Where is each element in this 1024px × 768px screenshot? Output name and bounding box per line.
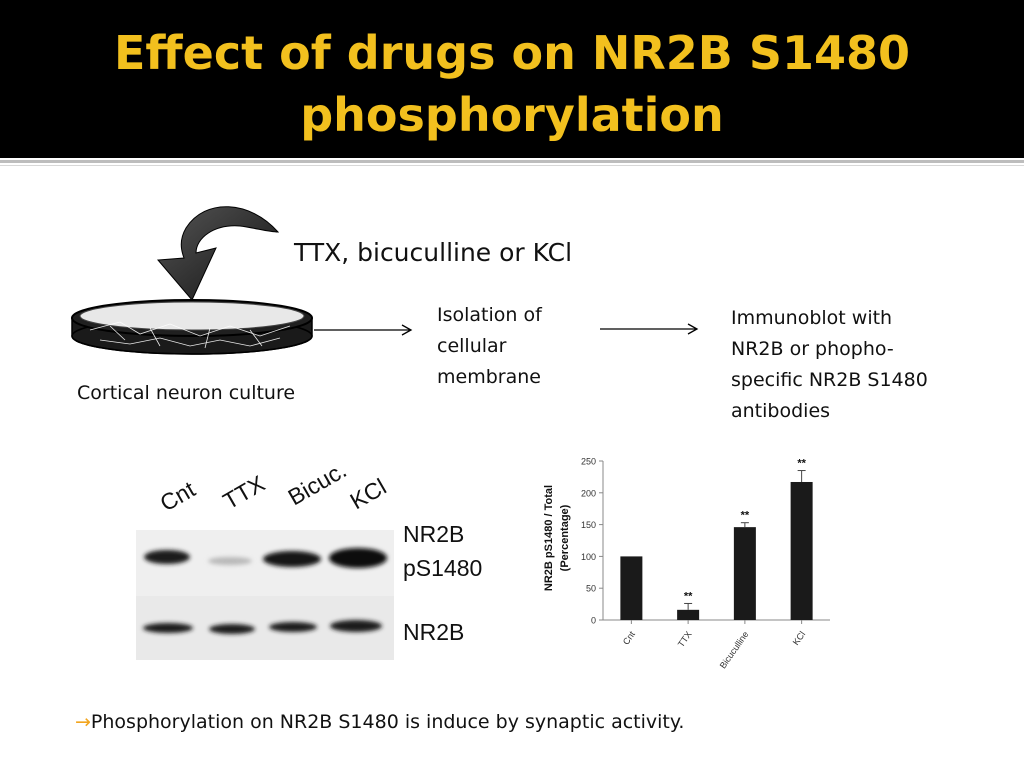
immunoblot-step: Immunoblot with NR2B or phopho- specific… (731, 303, 971, 427)
title-bar (0, 0, 1024, 158)
isolation-step: Isolation of cellular membrane (437, 300, 587, 393)
title-divider-thin (0, 165, 1024, 166)
chart-bar (620, 556, 643, 620)
culture-label: Cortical neuron culture (77, 382, 296, 404)
flow-arrow-2 (600, 323, 699, 335)
chart-bar (790, 481, 813, 620)
chart-y-axis-label: (Percentage) (559, 504, 571, 571)
flow-arrow-1 (314, 324, 413, 336)
chart-x-tick-label: Cnt (621, 629, 638, 647)
isolation-line: cellular (437, 335, 507, 357)
chart-y-tick-label: 200 (581, 488, 596, 498)
chart-y-tick-label: 0 (591, 616, 596, 626)
title-line-1: Effect of drugs on NR2B S1480 (114, 26, 910, 80)
blot-band-pS1480-ttx (208, 557, 252, 565)
slide-title: Effect of drugs on NR2B S1480 phosphoryl… (0, 22, 1024, 146)
chart-significance-label: ** (797, 458, 806, 470)
chart-x-tick-label: TTX (676, 629, 694, 649)
immunoblot-line: specific NR2B S1480 (731, 369, 928, 391)
chart-y-axis-label: NR2B pS1480 / Total (543, 485, 555, 591)
blot-band-total-ttx (209, 624, 255, 634)
chart-x-tick-label: Bicuculline (718, 629, 751, 670)
treatment-label: TTX, bicuculline or KCl (294, 238, 573, 267)
chart-y-tick-label: 150 (581, 520, 596, 530)
immunoblot-line: Immunoblot with (731, 307, 893, 329)
blot-band-total-bicuc (269, 622, 317, 632)
isolation-line: membrane (437, 366, 541, 388)
blot-band-pS1480-kcl (329, 548, 387, 568)
chart-bar (733, 527, 756, 620)
conclusion: →Phosphorylation on NR2B S1480 is induce… (75, 711, 684, 733)
chart-significance-label: ** (684, 590, 693, 602)
immunoblot-line: antibodies (731, 400, 831, 422)
blot-band-total-kcl (330, 620, 382, 632)
chart-y-tick-label: 100 (581, 552, 596, 562)
arrow-right-icon: → (75, 711, 91, 733)
title-divider (0, 160, 1024, 163)
chart-y-tick-label: 50 (586, 584, 596, 594)
blot-row-label-total: NR2B (403, 619, 464, 645)
chart-y-tick-label: 250 (581, 457, 596, 467)
blot-band-pS1480-cnt (144, 550, 190, 564)
curved-arrow-icon (156, 206, 280, 301)
blot-row-label-phospho: NR2B (403, 521, 464, 547)
chart-x-tick-label: KCl (791, 629, 808, 647)
title-line-2: phosphorylation (300, 88, 724, 142)
petri-dish-icon (71, 299, 313, 355)
isolation-line: Isolation of (437, 304, 542, 326)
immunoblot-line: NR2B or phopho- (731, 338, 894, 360)
conclusion-text: Phosphorylation on NR2B S1480 is induce … (90, 711, 685, 733)
blot-band-pS1480-bicuc (263, 551, 321, 567)
chart-significance-label: ** (741, 510, 750, 522)
chart-bar (677, 609, 700, 620)
blot-row-label-phospho: pS1480 (403, 555, 482, 581)
blot-band-total-cnt (143, 623, 193, 633)
